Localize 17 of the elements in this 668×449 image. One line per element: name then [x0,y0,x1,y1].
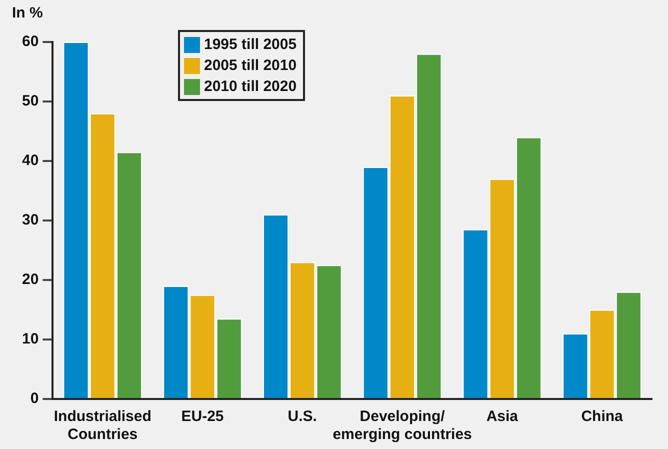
y-tick-label: 60 [22,33,39,50]
x-tick-label: Industrialised Countries [54,408,152,444]
x-tick-label: Developing/ emerging countries [332,408,472,444]
legend-label: 1995 till 2005 [204,35,297,55]
y-tick-label: 40 [22,152,39,170]
x-tick-label: U.S. [288,408,317,426]
y-tick-label: 20 [22,271,39,288]
y-axis-title: In % [12,4,43,22]
legend-label: 2010 till 2020 [204,77,297,97]
legend-label: 2005 till 2010 [204,56,297,76]
y-tick-label: 10 [22,330,39,348]
x-tick-label: Asia [486,408,519,426]
y-tick-label: 50 [22,92,39,110]
y-tick-label: 0 [30,390,39,408]
x-tick-label: EU-25 [181,408,224,426]
x-tick-label: China [581,408,624,426]
y-tick-label: 30 [22,212,39,229]
